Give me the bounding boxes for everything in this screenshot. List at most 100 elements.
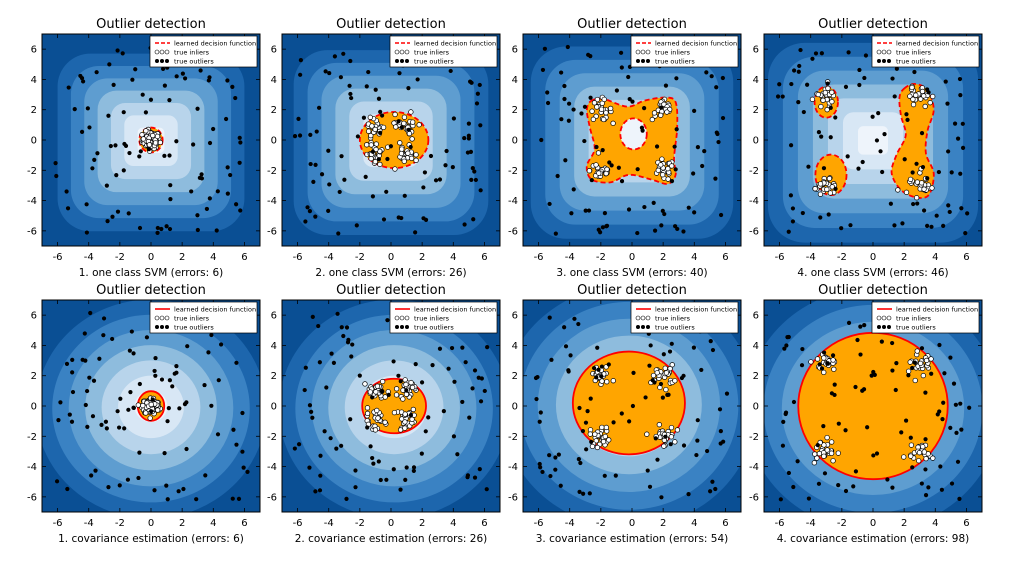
true-inlier-point <box>831 366 837 372</box>
chart-panel-3: -6 -4 -2 0 2 4 6 -6 -4 -2 0 2 4 6 Outlier detection 3. … <box>508 17 742 279</box>
true-outlier-point <box>370 194 375 199</box>
true-outlier-point <box>428 153 434 159</box>
true-outlier-point <box>378 477 383 483</box>
true-outlier-point <box>949 481 955 486</box>
true-inlier-point <box>903 189 910 195</box>
true-outlier-point <box>813 51 819 56</box>
true-inlier-point <box>914 195 920 201</box>
true-outlier-point <box>626 74 631 80</box>
true-inlier-point <box>366 128 372 134</box>
true-outlier-point <box>806 164 811 169</box>
true-outlier-point <box>479 376 484 381</box>
plot-area <box>42 300 260 512</box>
true-outlier-point <box>162 451 167 456</box>
true-inlier-point <box>669 362 675 368</box>
true-outlier-point <box>451 434 457 439</box>
true-inlier-point <box>409 136 415 142</box>
true-outlier-point <box>342 177 347 182</box>
legend-inlier-label: true inliers <box>896 315 932 323</box>
true-inlier-point <box>408 379 414 386</box>
true-outlier-point <box>833 115 838 120</box>
true-outlier-point <box>214 228 219 233</box>
true-outlier-point <box>308 161 313 167</box>
true-outlier-point <box>466 133 471 138</box>
true-inlier-point <box>821 355 827 361</box>
true-inlier-point <box>372 126 378 133</box>
true-inlier-point <box>665 176 671 182</box>
true-outlier-point <box>783 411 788 417</box>
true-inlier-point <box>408 155 415 161</box>
y-tick-label: 6 <box>271 45 277 56</box>
true-outlier-point <box>137 225 143 231</box>
y-tick-label: 6 <box>512 311 518 322</box>
true-outlier-point <box>952 121 958 126</box>
true-outlier-point <box>833 186 838 191</box>
true-outlier-point <box>465 475 470 480</box>
true-outlier-point <box>905 117 910 122</box>
true-outlier-point <box>890 368 895 373</box>
true-inlier-point <box>399 146 405 152</box>
y-tick-label: -6 <box>267 226 277 237</box>
chart-title: Outlier detection <box>336 283 446 298</box>
y-tick-label: 0 <box>512 136 518 147</box>
true-outlier-point <box>237 160 242 165</box>
y-tick-label: 6 <box>271 311 277 322</box>
y-tick-label: 4 <box>512 341 518 352</box>
x-tick-label: -6 <box>53 252 63 263</box>
true-outlier-point <box>146 146 152 152</box>
legend-inlier-label: true inliers <box>414 49 450 57</box>
true-outlier-point <box>663 434 668 439</box>
true-outlier-point <box>686 492 691 497</box>
true-outlier-point <box>174 139 179 144</box>
true-outlier-point <box>370 455 375 461</box>
chart-title: Outlier detection <box>818 283 928 298</box>
true-inlier-point <box>594 96 601 103</box>
true-outlier-point <box>912 360 917 365</box>
true-outlier-point <box>853 469 859 474</box>
true-outlier-point <box>411 468 416 473</box>
true-outlier-point <box>469 177 474 183</box>
true-outlier-point <box>958 93 963 98</box>
true-outlier-point <box>137 381 142 387</box>
true-inlier-point <box>658 162 664 168</box>
true-outlier-point <box>549 357 554 362</box>
true-outlier-point <box>388 144 394 149</box>
y-tick-label: -4 <box>267 196 277 207</box>
true-inlier-point <box>661 443 667 449</box>
true-outlier-point <box>853 384 858 390</box>
true-outlier-point <box>858 352 863 357</box>
y-tick-label: -2 <box>267 432 277 443</box>
legend-inlier-swatch <box>635 49 641 55</box>
true-inlier-point <box>824 107 830 113</box>
true-outlier-point <box>167 153 172 158</box>
true-outlier-point <box>925 176 930 181</box>
true-outlier-point <box>150 397 155 402</box>
true-outlier-point <box>709 74 714 79</box>
true-outlier-point <box>396 373 401 378</box>
true-inlier-point <box>828 450 835 456</box>
true-outlier-point <box>478 188 483 193</box>
legend-outlier-swatch <box>877 59 881 63</box>
y-tick-label: -4 <box>27 462 37 473</box>
legend-outlier-swatch <box>641 325 645 329</box>
true-outlier-point <box>565 44 570 50</box>
true-outlier-point <box>88 310 93 316</box>
true-outlier-point <box>103 419 109 424</box>
true-inlier-point <box>382 394 388 400</box>
true-inlier-point <box>369 123 375 129</box>
true-outlier-point <box>467 415 472 420</box>
true-outlier-point <box>195 106 200 111</box>
true-outlier-point <box>307 209 313 214</box>
plot-area <box>282 34 500 246</box>
true-outlier-point <box>826 212 831 217</box>
legend-outlier-swatch <box>165 325 169 329</box>
true-outlier-point <box>630 403 636 409</box>
true-outlier-point <box>821 424 826 429</box>
true-outlier-point <box>357 373 362 378</box>
true-outlier-point <box>339 325 344 330</box>
true-outlier-point <box>126 407 131 412</box>
true-outlier-point <box>419 451 424 456</box>
true-outlier-point <box>475 91 480 96</box>
true-outlier-point <box>655 457 660 462</box>
